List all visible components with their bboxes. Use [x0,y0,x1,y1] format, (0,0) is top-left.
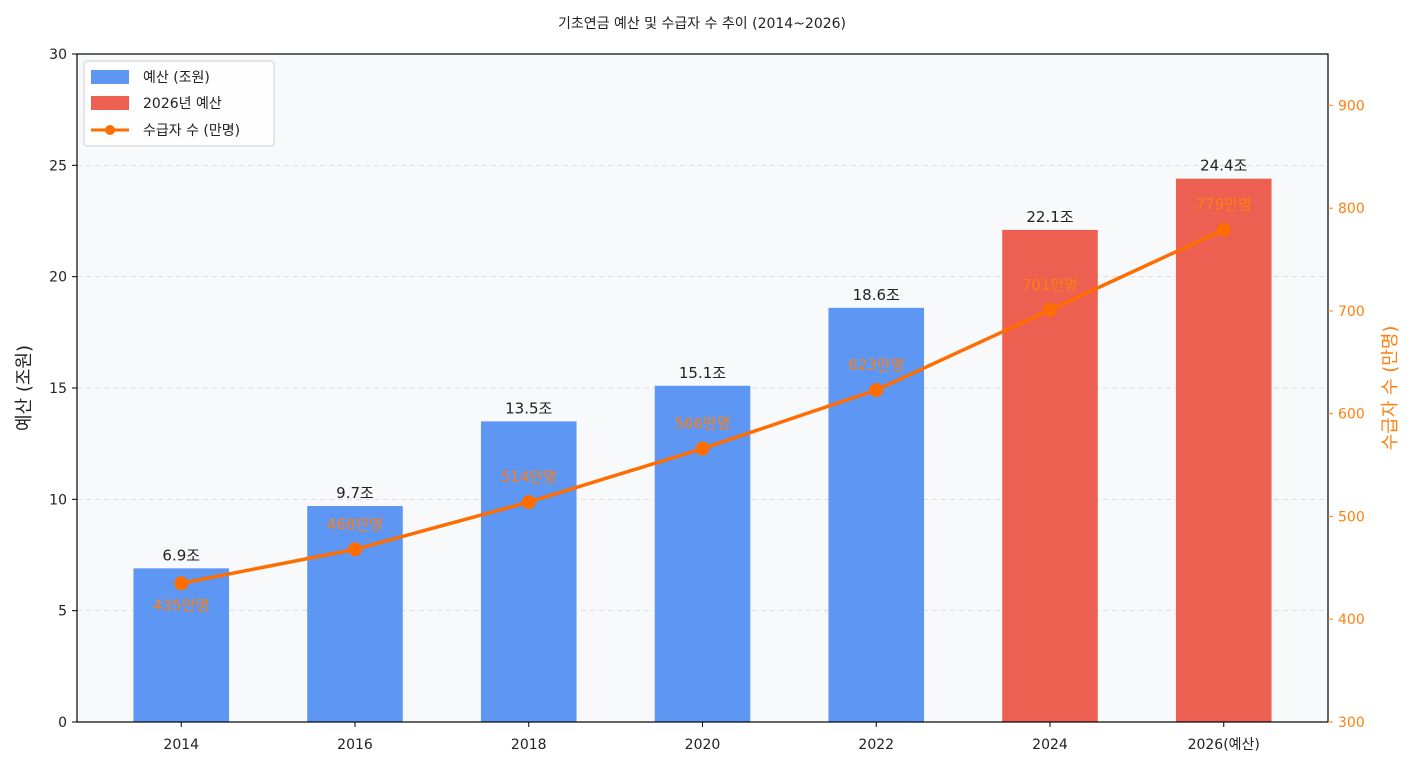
y2-axis-label: 수급자 수 (만명) [1380,326,1401,451]
recipients-label: 566만명 [674,415,730,433]
bar-2026(예산) [1175,178,1272,722]
bar-2018 [480,421,577,722]
legend-label-recipients: 수급자 수 (만명) [143,123,240,139]
x-tick-label: 2020 [685,737,721,753]
y-tick-label: 0 [58,715,67,731]
recipients-label: 514만명 [501,468,557,486]
bar-label: 22.1조 [1026,208,1073,226]
y-tick-label: 10 [49,492,67,508]
bar-label: 24.4조 [1200,157,1247,175]
y2-tick-label: 500 [1338,509,1365,525]
y2-tick-label: 300 [1338,715,1365,731]
y-tick-label: 15 [49,381,67,397]
legend-marker-recipients [105,125,115,135]
y-tick-label: 5 [58,604,67,620]
recipients-point [695,441,710,456]
y-tick-label: 20 [49,270,67,286]
y-tick-label: 25 [49,158,67,174]
legend-label-budget: 예산 (조원) [143,70,210,86]
x-tick-label: 2014 [163,737,199,753]
y2-tick-label: 700 [1338,304,1365,320]
y2-tick-label: 400 [1338,612,1365,628]
x-tick-label: 2024 [1032,737,1068,753]
bar-label: 13.5조 [505,399,552,417]
bar-label: 15.1조 [679,364,726,382]
recipients-label: 701만명 [1022,276,1078,294]
bar-label: 18.6조 [853,286,900,304]
x-tick-label: 2022 [858,737,894,753]
y2-tick-label: 800 [1338,201,1365,217]
y-axis-label: 예산 (조원) [14,345,35,431]
recipients-point [348,542,362,557]
x-tick-label: 2018 [511,737,547,753]
x-tick-label: 2026(예산) [1188,737,1260,753]
legend-swatch-2026 [91,96,129,110]
recipients-label: 468만명 [327,515,383,533]
legend-label-2026: 2026년 예산 [143,96,222,112]
y2-tick-label: 900 [1338,98,1365,114]
y-tick-label: 30 [49,47,67,63]
bar-2016 [307,506,403,722]
recipients-point [1043,302,1057,317]
recipients-point [869,383,884,398]
recipients-label: 435만명 [153,596,209,614]
legend: 예산 (조원) 2026년 예산 수급자 수 (만명) [83,60,275,147]
x-tick-label: 2016 [337,737,373,753]
legend-swatch-budget [91,70,129,84]
recipients-label: 779만명 [1196,196,1252,214]
y2-tick-label: 600 [1338,407,1365,423]
recipients-label: 623만명 [848,356,904,374]
recipients-point [1216,222,1231,237]
recipients-point [174,576,189,591]
bar-2014 [133,568,230,722]
bar-label: 9.7조 [336,484,374,502]
chart-title: 기초연금 예산 및 수급자 수 추이 (2014~2026) [558,16,846,32]
bar-label: 6.9조 [162,546,200,564]
recipients-point [521,495,536,510]
